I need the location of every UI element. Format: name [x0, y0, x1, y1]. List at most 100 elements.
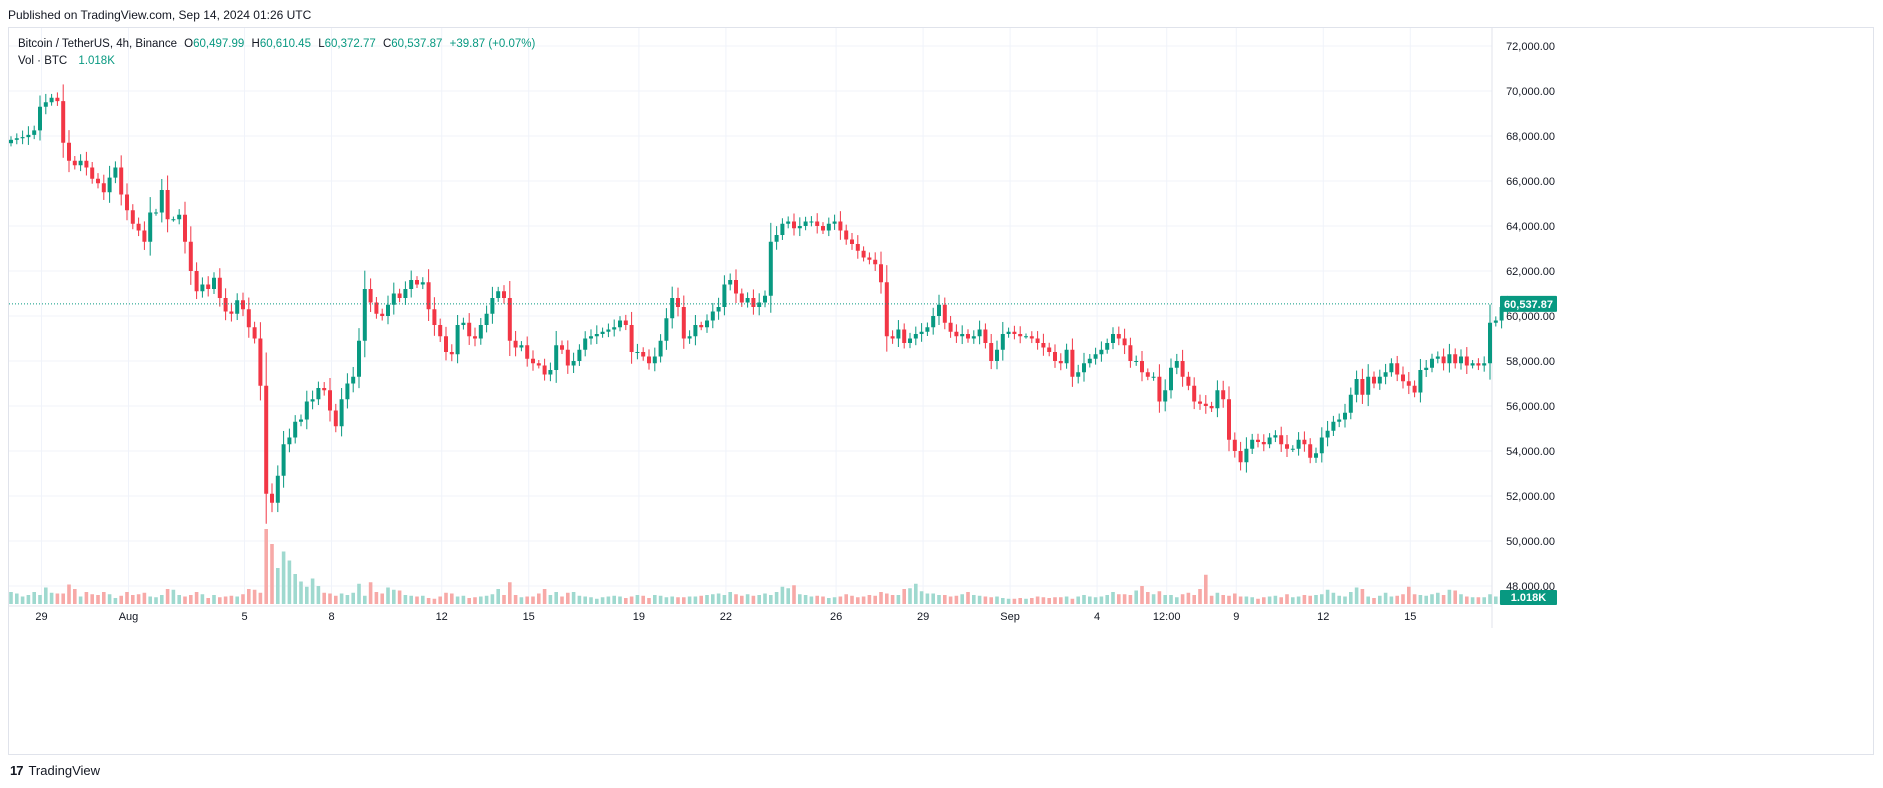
candle-body [884, 282, 889, 337]
volume-bar [1418, 595, 1423, 604]
volume-bar [1163, 595, 1167, 604]
volume-bar [1209, 595, 1214, 604]
candle-body [942, 304, 947, 323]
candle-body [67, 142, 71, 161]
candle-body [815, 221, 820, 226]
volume-bar [1459, 594, 1463, 604]
volume-bar [1273, 595, 1278, 604]
volume-bar [461, 595, 466, 604]
volume-bar [252, 589, 257, 604]
symbol-label[interactable]: Bitcoin / TetherUS, 4h, Binance [18, 38, 177, 50]
volume-bar [374, 592, 379, 604]
volume-bar [218, 597, 222, 604]
volume-bar [73, 589, 77, 604]
volume-bar [548, 595, 553, 604]
candle-body [1035, 338, 1040, 343]
y-tick-label: 54,000.00 [1506, 446, 1555, 458]
volume-bar [90, 594, 94, 604]
candle-body [913, 334, 918, 339]
volume-bar [490, 594, 495, 604]
candle-body [1186, 376, 1191, 386]
candle-body [786, 221, 791, 224]
candle-body [1157, 376, 1162, 402]
volume-bar [943, 595, 947, 604]
volume-bar [1331, 592, 1336, 604]
x-tick-label: 9 [1233, 611, 1239, 623]
x-tick-label: 29 [917, 611, 929, 623]
volume-bar [1296, 596, 1301, 604]
volume-bar [676, 597, 680, 604]
candle-body [281, 444, 286, 476]
volume-bar [345, 595, 350, 604]
candle-body [583, 338, 588, 350]
volume-bar [131, 595, 135, 604]
candle-body [745, 298, 750, 303]
candle-body [1464, 356, 1469, 366]
candle-body [1389, 363, 1394, 373]
volume-bar [1035, 596, 1040, 604]
volume-bar [1001, 598, 1005, 604]
candle-body [119, 167, 124, 195]
candle-body [687, 336, 692, 339]
candle-body [310, 399, 315, 402]
candle-body [1296, 439, 1301, 449]
candle-body [1053, 352, 1057, 361]
volume-bar [1494, 596, 1498, 604]
volume-bar [525, 596, 529, 604]
candle-body [432, 309, 437, 325]
volume-bar [1204, 574, 1208, 604]
candle-body [1058, 361, 1063, 364]
tradingview-logo[interactable]: 17 TradingView [10, 763, 100, 778]
candle-body [600, 331, 605, 334]
candle-body [1418, 370, 1423, 393]
volume-bar [270, 544, 274, 604]
volume-bar [1343, 596, 1347, 604]
candle-body [386, 304, 390, 316]
candle-body [966, 334, 970, 339]
volume-value: 1.018K [78, 55, 115, 67]
volume-bar [531, 596, 535, 604]
volume-bar [1366, 596, 1370, 604]
volume-bar [1325, 589, 1330, 604]
volume-label[interactable]: Vol · BTC [18, 55, 68, 67]
candle-body [693, 325, 698, 337]
candle-body [716, 307, 721, 312]
volume-bar [1157, 591, 1162, 604]
x-tick-label: 26 [830, 611, 842, 623]
chart-frame [8, 27, 1874, 755]
candle-body [519, 345, 524, 348]
published-caption: Published on TradingView.com, Sep 14, 20… [8, 8, 312, 22]
volume-bar [931, 593, 935, 604]
last-price-badge [1500, 295, 1557, 312]
volume-bar [1441, 595, 1446, 604]
volume-bar [583, 596, 587, 604]
candle-body [1192, 385, 1197, 402]
volume-bar [102, 592, 106, 604]
volume-bar [890, 595, 895, 604]
candle-body [1406, 381, 1411, 386]
volume-bar [960, 594, 964, 604]
volume-bar [67, 584, 71, 604]
volume-bar [1076, 596, 1080, 604]
x-tick-label: 4 [1094, 611, 1100, 623]
volume-bar [803, 595, 808, 604]
volume-bar [1349, 592, 1353, 604]
candle-body [20, 137, 25, 139]
volume-bar [577, 595, 582, 604]
candle-body [902, 329, 907, 343]
candle-body [734, 280, 738, 294]
volume-bar [954, 595, 959, 604]
volume-bar [809, 596, 814, 604]
candle-body [1238, 451, 1243, 463]
candle-body [1111, 334, 1115, 343]
x-tick-label: Aug [119, 611, 139, 623]
candle-body [1227, 399, 1231, 440]
candle-body [995, 349, 999, 361]
volume-bar [948, 596, 953, 604]
volume-bar [415, 596, 419, 604]
candle-body [467, 322, 472, 337]
volume-bar [1453, 590, 1457, 604]
candle-body [478, 325, 483, 339]
candle-body [1122, 338, 1127, 346]
